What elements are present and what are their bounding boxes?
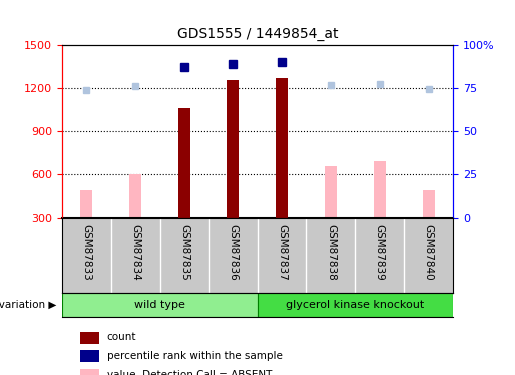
Text: value, Detection Call = ABSENT: value, Detection Call = ABSENT <box>107 370 272 375</box>
Bar <box>80 369 99 375</box>
Text: GSM87838: GSM87838 <box>326 224 336 280</box>
Bar <box>374 161 386 218</box>
Bar <box>80 350 99 362</box>
Bar <box>80 190 92 217</box>
Text: GSM87834: GSM87834 <box>130 224 140 280</box>
Text: GSM87839: GSM87839 <box>375 224 385 280</box>
Text: genotype/variation ▶: genotype/variation ▶ <box>0 300 57 310</box>
Text: GSM87837: GSM87837 <box>277 224 287 280</box>
Text: GSM87835: GSM87835 <box>179 224 189 280</box>
Text: GSM87840: GSM87840 <box>424 224 434 280</box>
Text: percentile rank within the sample: percentile rank within the sample <box>107 351 283 361</box>
Bar <box>129 174 141 217</box>
Title: GDS1555 / 1449854_at: GDS1555 / 1449854_at <box>177 27 338 41</box>
Bar <box>80 332 99 344</box>
Bar <box>227 80 239 218</box>
Text: count: count <box>107 333 136 342</box>
Bar <box>276 78 288 218</box>
Text: GSM87836: GSM87836 <box>228 224 238 280</box>
Text: wild type: wild type <box>134 300 185 310</box>
Text: glycerol kinase knockout: glycerol kinase knockout <box>286 300 424 310</box>
Bar <box>62 292 258 317</box>
Bar <box>325 166 337 218</box>
Bar <box>178 108 190 217</box>
Bar <box>258 292 453 317</box>
Bar <box>423 190 435 217</box>
Text: GSM87833: GSM87833 <box>81 224 91 280</box>
